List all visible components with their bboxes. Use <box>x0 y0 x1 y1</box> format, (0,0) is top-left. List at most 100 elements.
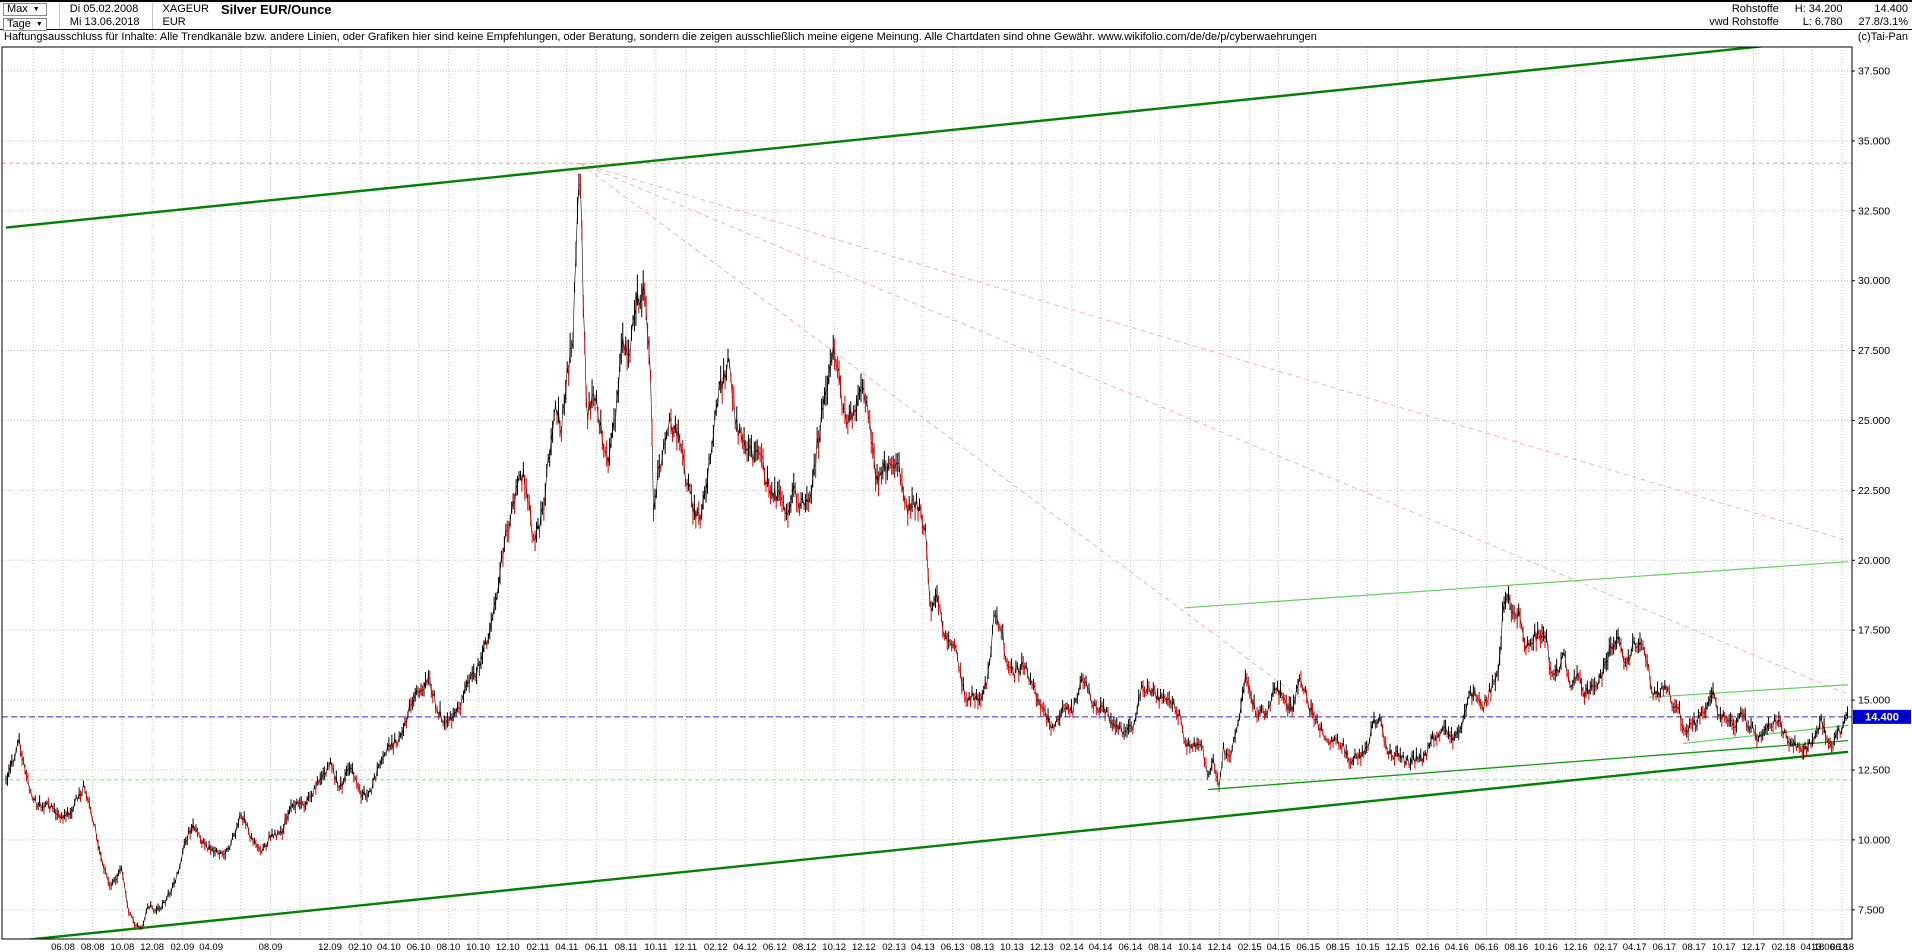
x-axis-label: 02.11 <box>526 942 549 952</box>
recent-upper-line[interactable] <box>1649 684 1849 698</box>
x-axis-label: 04.13 <box>911 942 935 952</box>
x-axis-label: 04.15 <box>1267 942 1291 952</box>
x-axis-label: 10.17 <box>1712 942 1736 952</box>
range-dropdown[interactable]: Max ▼ <box>3 3 47 16</box>
data-source-label: vwd Rohstoffe <box>1709 16 1779 28</box>
y-axis-label: 25.000 <box>1858 415 1890 427</box>
y-axis-label: 37.500 <box>1858 66 1890 78</box>
x-axis-label: 08.12 <box>793 942 817 952</box>
x-axis-label: 06.18 <box>1830 942 1854 952</box>
mid-resistance-line[interactable] <box>1184 561 1849 609</box>
fan-line-2[interactable] <box>579 162 1849 695</box>
trend-lines <box>5 45 1849 942</box>
fan-line-1[interactable] <box>579 162 1849 542</box>
y-axis-label: 32.500 <box>1858 205 1890 217</box>
lower-channel-line[interactable] <box>6 750 1849 942</box>
chart-area[interactable]: 37.500 35.000 32.500 30.000 27.500 25.000 22.5… <box>0 45 1912 952</box>
copyright-label: (c)Tai-Pan <box>1857 31 1908 43</box>
x-axis-label: 08.10 <box>436 942 460 952</box>
instrument-info: XAGEUR EUR <box>151 3 209 29</box>
y-axis-label: 10.000 <box>1858 834 1890 846</box>
x-axis-label: 04.14 <box>1089 942 1113 952</box>
y-axis-label: 30.000 <box>1858 275 1890 287</box>
start-date-field[interactable]: Di 05.02.2008 <box>69 3 139 15</box>
x-axis-label: 10.11 <box>644 942 667 952</box>
x-axis-label: 10.08 <box>111 942 135 952</box>
period-controls: Max ▼ Tage ▼ <box>3 3 47 31</box>
x-axis-label: 04.11 <box>555 942 578 952</box>
disclaimer-text: Haftungsausschluss für Inhalte: Alle Tre… <box>4 31 1317 43</box>
end-date-field[interactable]: Mi 13.06.2018 <box>69 16 140 28</box>
fan-line-3[interactable] <box>579 162 1330 721</box>
upper-channel-line[interactable] <box>5 45 1848 229</box>
change-value: 27.8/3.1% <box>1858 16 1908 28</box>
range-dropdown-label: Max <box>7 3 28 15</box>
category-info: Rohstoffe vwd Rohstoffe <box>1709 3 1779 29</box>
x-axis-label: 12.09 <box>318 942 342 952</box>
category-label: Rohstoffe <box>1731 3 1779 15</box>
y-axis-label: 35.000 <box>1858 135 1890 147</box>
toolbar: Max ▼ Tage ▼ Di 05.02.2008 Mi 13.06.2018… <box>0 0 1912 31</box>
x-axis-label: 06.17 <box>1652 942 1676 952</box>
symbol-label: XAGEUR <box>162 3 209 15</box>
last-price-tag-text: 14.400 <box>1865 711 1899 723</box>
last-price-tag-bg <box>1853 709 1911 724</box>
x-axis-label: 08.17 <box>1682 942 1706 952</box>
x-axis-label: 02.14 <box>1060 942 1084 952</box>
y-axis-label: 7.500 <box>1858 904 1884 916</box>
x-axis-label: 06.15 <box>1296 942 1320 952</box>
chevron-down-icon: ▼ <box>32 6 40 13</box>
x-axis-label: 10.14 <box>1178 942 1202 952</box>
x-axis-label: 06.12 <box>763 942 787 952</box>
x-axis-label: 12.13 <box>1030 942 1054 952</box>
y-axis-label: 22.500 <box>1858 485 1890 497</box>
fan-lines <box>579 162 1849 721</box>
x-axis-label: 04.17 <box>1623 942 1647 952</box>
x-axis-label: 10.10 <box>466 942 490 952</box>
x-axis-label: 06.10 <box>407 942 431 952</box>
x-axis-label: 12.14 <box>1208 942 1232 952</box>
x-axis-label: 12.10 <box>496 942 520 952</box>
x-axis-label: 02.15 <box>1238 942 1262 952</box>
timeframe-dropdown[interactable]: Tage ▼ <box>3 18 47 31</box>
disclaimer-bar: Haftungsausschluss für Inhalte: Alle Tre… <box>0 30 1912 45</box>
y-axis-label: 20.000 <box>1858 555 1890 567</box>
x-axis-label: 10.13 <box>1000 942 1024 952</box>
x-axis-label: 04.12 <box>733 942 757 952</box>
x-axis-label: 04.09 <box>199 942 223 952</box>
y-axis-label: 27.500 <box>1858 345 1890 357</box>
x-axis-label: 12.16 <box>1564 942 1588 952</box>
x-axis-label: 02.12 <box>704 942 728 952</box>
quote-info: 14.400 27.8/3.1% <box>1858 3 1908 29</box>
x-axis-label: 02.10 <box>348 942 372 952</box>
x-axis-label: 06.11 <box>585 942 608 952</box>
x-axis-label: 08.11 <box>615 942 638 952</box>
x-axis-label: 12.15 <box>1385 942 1409 952</box>
high-value: H: 34.200 <box>1794 3 1843 15</box>
grid-layer <box>2 47 1852 939</box>
y-axis: 37.500 35.000 32.500 30.000 27.500 25.000 22.5… <box>1852 66 1890 916</box>
last-price-tag: 14.400 <box>1853 709 1911 724</box>
x-axis-label: 13.06.18 <box>1811 942 1848 952</box>
support-line-2014[interactable] <box>1207 739 1849 791</box>
y-axis-label: 17.500 <box>1858 625 1890 637</box>
x-axis-label: 10.16 <box>1534 942 1558 952</box>
date-range: Di 05.02.2008 Mi 13.06.2018 <box>58 3 140 29</box>
x-axis-label: 08.15 <box>1326 942 1350 952</box>
x-axis-label: 08.13 <box>970 942 994 952</box>
x-axis-label: 06.16 <box>1475 942 1499 952</box>
x-axis-label: 06.13 <box>941 942 965 952</box>
x-axis-label: 08.09 <box>259 942 283 952</box>
x-axis-label: 02.13 <box>882 942 906 952</box>
x-axis-label: 12.11 <box>674 942 697 952</box>
x-axis-label: 08.14 <box>1148 942 1172 952</box>
x-axis-label: 10.15 <box>1356 942 1380 952</box>
x-axis: 06.08 08.08 10.08 12.08 02.09 04.09 08.09 12.09… <box>51 942 1854 952</box>
last-price-value: 14.400 <box>1874 3 1908 15</box>
x-axis-label: 08.08 <box>81 942 105 952</box>
recent-lower-line[interactable] <box>1683 724 1849 745</box>
x-axis-label: 04.16 <box>1445 942 1469 952</box>
x-axis-label: 02.16 <box>1416 942 1440 952</box>
price-chart[interactable]: 37.500 35.000 32.500 30.000 27.500 25.000 22.5… <box>0 45 1912 952</box>
candlestick-series <box>5 173 1849 930</box>
